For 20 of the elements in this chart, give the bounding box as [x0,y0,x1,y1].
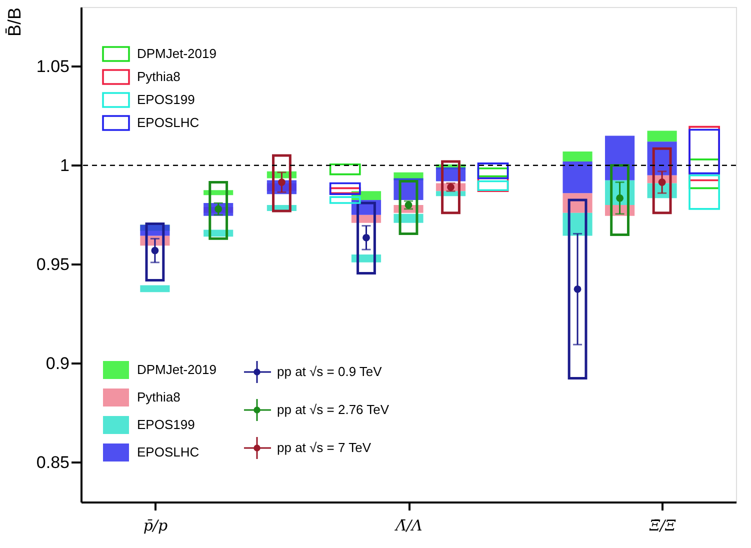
legend-label: EPOS199 [137,417,195,432]
x-tick-label: Λ̄/Λ [394,516,423,534]
x-tick-label: Ξ̄/Ξ [648,516,676,534]
legend-label: pp at √s = 2.76 TeV [277,402,390,417]
legend-label: EPOS199 [137,92,195,107]
legend-label: pp at √s = 7 TeV [277,440,372,455]
y-tick-label: 0.95 [36,254,70,274]
legend-label: DPMJet-2019 [137,362,216,377]
legend-label: EPOSLHC [137,115,200,130]
legend-label: DPMJet-2019 [137,46,216,61]
x-tick-label: p̄/p [143,516,168,534]
y-tick-label: 0.9 [46,354,70,373]
legend-label: pp at √s = 0.9 TeV [277,364,382,379]
legend-label: Pythia8 [137,69,180,84]
legend-label: Pythia8 [137,390,180,404]
y-tick-label: 1.05 [36,56,70,76]
legend-label: EPOSLHC [137,444,200,460]
y-tick-label: 1 [60,156,70,175]
y-tick-label: 0.85 [36,452,70,472]
y-axis-title: B̄/B [4,8,24,37]
